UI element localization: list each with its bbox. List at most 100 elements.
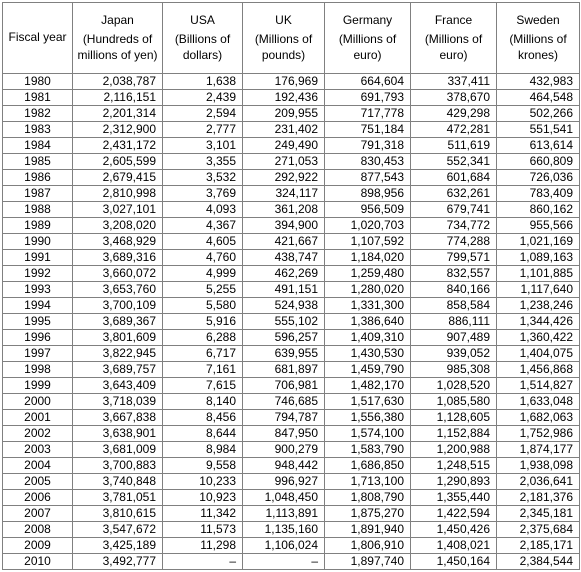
cell-uk: 231,402 xyxy=(243,122,325,138)
table-row: 20053,740,84810,233996,9271,713,1001,290… xyxy=(3,474,580,490)
cell-year: 1996 xyxy=(3,330,73,346)
cell-usa: 10,233 xyxy=(163,474,243,490)
cell-france: 1,200,988 xyxy=(411,442,497,458)
cell-sweden: 2,375,684 xyxy=(497,522,580,538)
cell-year: 1980 xyxy=(3,74,73,90)
cell-japan: 2,312,900 xyxy=(73,122,163,138)
cell-sweden: 2,185,171 xyxy=(497,538,580,554)
cell-france: 1,290,893 xyxy=(411,474,497,490)
cell-sweden: 1,682,063 xyxy=(497,410,580,426)
cell-usa: 9,558 xyxy=(163,458,243,474)
cell-france: 1,408,021 xyxy=(411,538,497,554)
cell-sweden: 726,036 xyxy=(497,170,580,186)
cell-germany: 1,574,100 xyxy=(325,426,411,442)
cell-year: 2006 xyxy=(3,490,73,506)
cell-germany: 664,604 xyxy=(325,74,411,90)
cell-uk: 596,257 xyxy=(243,330,325,346)
cell-year: 1985 xyxy=(3,154,73,170)
cell-usa: 3,532 xyxy=(163,170,243,186)
cell-usa: 11,342 xyxy=(163,506,243,522)
cell-germany: 1,806,910 xyxy=(325,538,411,554)
col-header-usa: USA(Billions of dollars) xyxy=(163,3,243,74)
cell-sweden: 783,409 xyxy=(497,186,580,202)
cell-year: 2005 xyxy=(3,474,73,490)
col-header-title: France xyxy=(413,13,494,29)
cell-usa: 5,580 xyxy=(163,298,243,314)
cell-france: 858,584 xyxy=(411,298,497,314)
table-row: 19832,312,9002,777231,402751,184472,2815… xyxy=(3,122,580,138)
table-row: 20063,781,05110,9231,048,4501,808,7901,3… xyxy=(3,490,580,506)
cell-germany: 1,891,940 xyxy=(325,522,411,538)
cell-usa: 2,777 xyxy=(163,122,243,138)
cell-uk: 438,747 xyxy=(243,250,325,266)
cell-japan: 3,638,901 xyxy=(73,426,163,442)
cell-usa: 6,717 xyxy=(163,346,243,362)
cell-germany: 717,778 xyxy=(325,106,411,122)
cell-uk: 996,927 xyxy=(243,474,325,490)
cell-france: 985,308 xyxy=(411,362,497,378)
cell-year: 1995 xyxy=(3,314,73,330)
cell-sweden: 955,566 xyxy=(497,218,580,234)
cell-sweden: 502,266 xyxy=(497,106,580,122)
cell-usa: 3,101 xyxy=(163,138,243,154)
cell-uk: 847,950 xyxy=(243,426,325,442)
cell-year: 1993 xyxy=(3,282,73,298)
cell-japan: 3,667,838 xyxy=(73,410,163,426)
fiscal-data-table: Fiscal yearJapan(Hundreds of millions of… xyxy=(2,2,580,570)
table-row: 20033,681,0098,984900,2791,583,7901,200,… xyxy=(3,442,580,458)
cell-japan: 2,605,599 xyxy=(73,154,163,170)
cell-uk: 271,053 xyxy=(243,154,325,170)
cell-sweden: 1,633,048 xyxy=(497,394,580,410)
table-row: 19953,689,3675,916555,1021,386,640886,11… xyxy=(3,314,580,330)
cell-sweden: 2,345,181 xyxy=(497,506,580,522)
cell-year: 2001 xyxy=(3,410,73,426)
cell-sweden: 551,541 xyxy=(497,122,580,138)
cell-japan: 3,208,020 xyxy=(73,218,163,234)
cell-france: 774,288 xyxy=(411,234,497,250)
table-row: 19933,653,7605,255491,1511,280,020840,16… xyxy=(3,282,580,298)
cell-sweden: 1,089,163 xyxy=(497,250,580,266)
cell-uk: 1,135,160 xyxy=(243,522,325,538)
cell-france: 1,355,440 xyxy=(411,490,497,506)
cell-japan: 2,810,998 xyxy=(73,186,163,202)
cell-germany: 1,020,703 xyxy=(325,218,411,234)
cell-sweden: 1,238,246 xyxy=(497,298,580,314)
cell-germany: 1,808,790 xyxy=(325,490,411,506)
cell-japan: 2,201,314 xyxy=(73,106,163,122)
cell-usa: 4,093 xyxy=(163,202,243,218)
cell-sweden: 1,360,422 xyxy=(497,330,580,346)
cell-france: 511,619 xyxy=(411,138,497,154)
cell-germany: 1,713,100 xyxy=(325,474,411,490)
cell-france: 1,028,520 xyxy=(411,378,497,394)
cell-sweden: 464,548 xyxy=(497,90,580,106)
cell-germany: 1,686,850 xyxy=(325,458,411,474)
cell-germany: 1,331,300 xyxy=(325,298,411,314)
cell-uk: 176,969 xyxy=(243,74,325,90)
cell-uk: 1,113,891 xyxy=(243,506,325,522)
table-row: 19893,208,0204,367394,9001,020,703734,77… xyxy=(3,218,580,234)
cell-sweden: 2,181,376 xyxy=(497,490,580,506)
cell-year: 1984 xyxy=(3,138,73,154)
cell-uk: 249,490 xyxy=(243,138,325,154)
cell-germany: 791,318 xyxy=(325,138,411,154)
cell-france: 939,052 xyxy=(411,346,497,362)
cell-usa: 10,923 xyxy=(163,490,243,506)
cell-usa: 8,984 xyxy=(163,442,243,458)
col-header-sweden: Sweden(Millions of krones) xyxy=(497,3,580,74)
table-row: 19993,643,4097,615706,9811,482,1701,028,… xyxy=(3,378,580,394)
cell-sweden: 2,384,544 xyxy=(497,554,580,570)
cell-uk: 746,685 xyxy=(243,394,325,410)
cell-germany: 877,543 xyxy=(325,170,411,186)
cell-usa: 8,644 xyxy=(163,426,243,442)
cell-sweden: 1,117,640 xyxy=(497,282,580,298)
cell-uk: 639,955 xyxy=(243,346,325,362)
cell-year: 1982 xyxy=(3,106,73,122)
cell-usa: 7,615 xyxy=(163,378,243,394)
table-row: 19923,660,0724,999462,2691,259,480832,55… xyxy=(3,266,580,282)
cell-sweden: 432,983 xyxy=(497,74,580,90)
table-row: 20093,425,18911,2981,106,0241,806,9101,4… xyxy=(3,538,580,554)
cell-uk: 324,117 xyxy=(243,186,325,202)
cell-germany: 830,453 xyxy=(325,154,411,170)
cell-sweden: 1,938,098 xyxy=(497,458,580,474)
cell-france: 1,248,515 xyxy=(411,458,497,474)
